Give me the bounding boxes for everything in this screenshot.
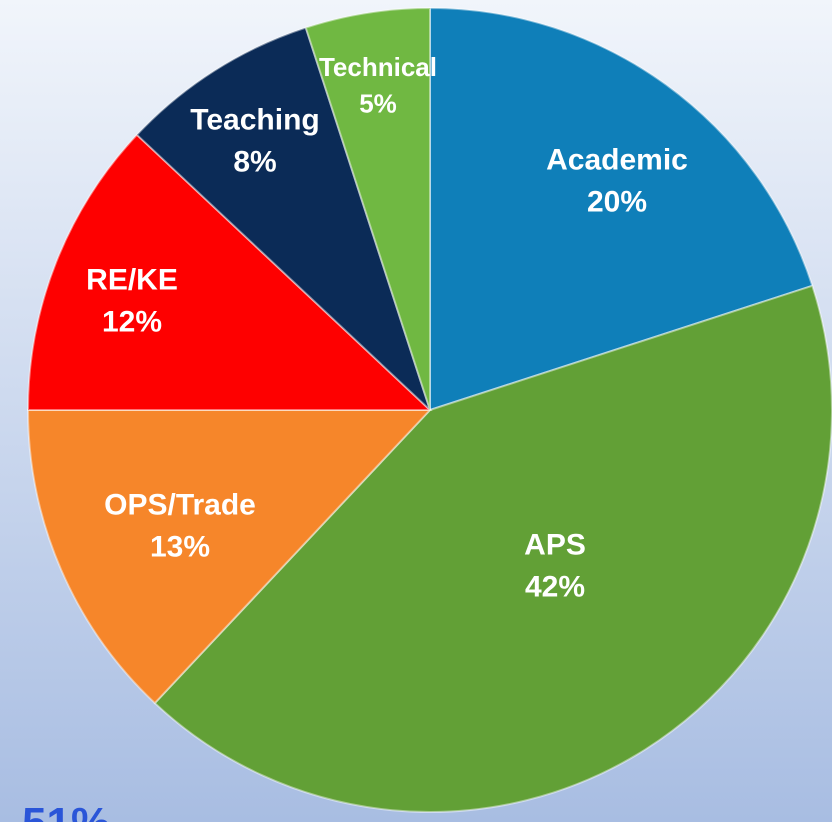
slice-value-label: 42% — [525, 571, 585, 604]
slice-label: OPS/Trade — [104, 489, 256, 522]
slice-label: APS — [524, 529, 586, 562]
slice-label: Academic — [546, 144, 688, 177]
pie-slice — [26, 409, 433, 705]
pie-slice — [153, 284, 832, 813]
slice-label: Technical — [319, 52, 437, 82]
slice-label: Teaching — [190, 104, 319, 137]
annotation: 51% — [22, 799, 110, 822]
slice-label: RE/KE — [86, 264, 178, 297]
slice-value-label: 8% — [233, 146, 276, 179]
labels: Academic 20% APS 42% OPS/Trade 13% RE/KE 12% Tea… — [86, 52, 688, 604]
pie-slice — [429, 6, 814, 412]
pie-slice — [26, 133, 433, 411]
pie-slice — [135, 26, 431, 411]
pie-slice — [304, 6, 431, 411]
slice-value-label: 12% — [102, 306, 162, 339]
slice-value-label: 5% — [359, 88, 397, 118]
slice-value-label: 20% — [587, 186, 647, 219]
slice-value-label: 13% — [150, 531, 210, 564]
pie — [26, 6, 832, 813]
